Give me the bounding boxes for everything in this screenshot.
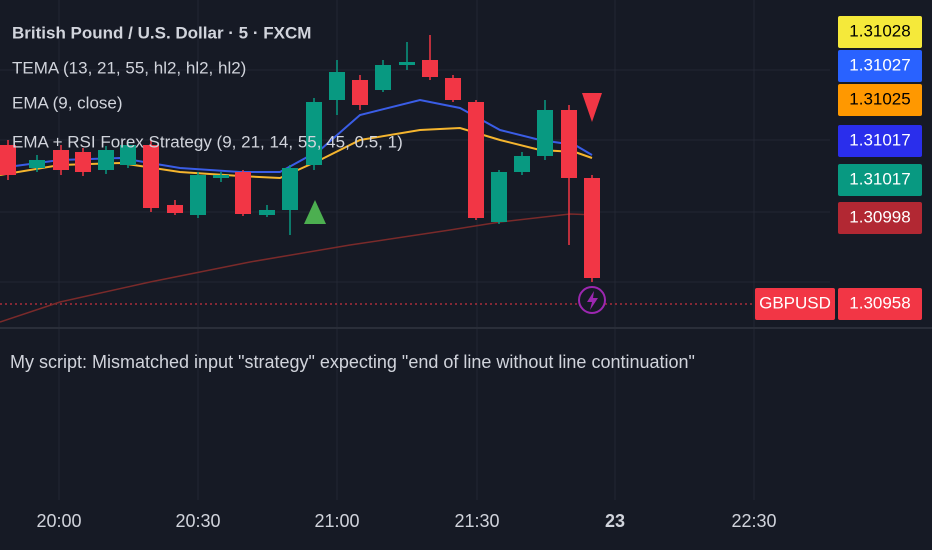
candle-body	[375, 65, 391, 90]
candle-body	[190, 175, 206, 215]
candles	[0, 35, 600, 282]
time-label: 20:00	[36, 511, 81, 531]
candle-body	[0, 145, 16, 175]
candle-body	[306, 102, 322, 165]
last-price: 1.30958	[849, 293, 910, 312]
symbol-title: British Pound / U.S. Dollar · 5 · FXCM	[12, 23, 311, 42]
candle-body	[329, 72, 345, 100]
candle-body	[29, 160, 45, 168]
candle-body	[75, 152, 91, 172]
price-label: 1.31028	[849, 21, 910, 40]
price-label: 1.30998	[849, 207, 910, 226]
candle-body	[213, 175, 229, 178]
last-price-bg	[838, 288, 922, 320]
symbol-label: GBPUSD	[759, 293, 831, 312]
buy-signal	[304, 200, 326, 224]
price-label: 1.31017	[849, 130, 910, 149]
time-label: 21:30	[454, 511, 499, 531]
candle-body	[468, 102, 484, 218]
time-label: 23	[605, 511, 625, 531]
grid	[0, 0, 830, 500]
price-label-bg	[838, 202, 922, 234]
time-label: 20:30	[175, 511, 220, 531]
candle-body	[167, 205, 183, 213]
candle-body	[352, 80, 368, 105]
symbol-label-bg	[755, 288, 835, 320]
ema-slow	[0, 213, 599, 323]
candle-body	[584, 178, 600, 278]
price-label: 1.31027	[849, 55, 910, 74]
candle-body	[514, 156, 530, 172]
indicator-label: TEMA (13, 21, 55, hl2, hl2, hl2)	[12, 58, 246, 77]
indicator-label: EMA + RSI Forex Strategy (9, 21, 14, 55,…	[12, 132, 403, 151]
error-message: My script: Mismatched input "strategy" e…	[10, 352, 695, 372]
lightning	[587, 291, 598, 310]
candle-body	[120, 145, 136, 165]
price-label-bg	[838, 50, 922, 82]
candle-body	[282, 168, 298, 210]
time-label: 22:30	[731, 511, 776, 531]
candle-body	[491, 172, 507, 222]
sell-signal	[582, 93, 602, 122]
time-label: 21:00	[314, 511, 359, 531]
indicator-label: EMA (9, close)	[12, 93, 123, 112]
candle-body	[537, 110, 553, 156]
price-label-bg	[838, 16, 922, 48]
candle-body	[561, 110, 577, 178]
candle-body	[445, 78, 461, 100]
price-label-bg	[838, 164, 922, 196]
candle-body	[422, 60, 438, 77]
candle-body	[143, 145, 159, 208]
candle-body	[259, 210, 275, 215]
price-label-bg	[838, 84, 922, 116]
candle-body	[399, 62, 415, 65]
price-label: 1.31025	[849, 89, 910, 108]
price-label-bg	[838, 125, 922, 157]
candle-body	[53, 150, 69, 170]
price-label: 1.31017	[849, 169, 910, 188]
candle-body	[98, 150, 114, 170]
candle-body	[235, 172, 251, 214]
